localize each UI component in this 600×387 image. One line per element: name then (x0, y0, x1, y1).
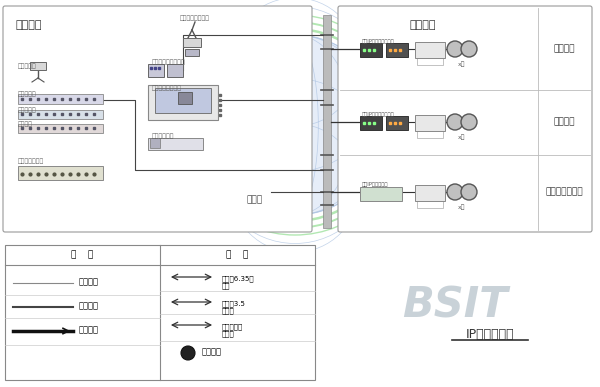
Text: 主副IP网络解码机设备: 主副IP网络解码机设备 (362, 112, 395, 117)
Bar (30, 62, 46, 70)
Text: 火线电缆分干线: 火线电缆分干线 (18, 158, 44, 164)
Text: x扬: x扬 (458, 204, 466, 210)
Text: 局域网: 局域网 (247, 195, 263, 204)
Bar (148, 64, 164, 77)
Text: 录播服务器（主服）: 录播服务器（主服） (152, 59, 186, 65)
Circle shape (248, 191, 272, 215)
Bar (167, 64, 183, 77)
Text: 图    例: 图 例 (226, 250, 248, 260)
Bar (417, 194, 443, 208)
Circle shape (447, 41, 463, 57)
Text: 网络信号: 网络信号 (79, 325, 99, 334)
Bar (18, 110, 103, 119)
Bar (323, 15, 331, 228)
Text: 网络广播播控中心: 网络广播播控中心 (152, 85, 182, 91)
Circle shape (243, 175, 269, 201)
Text: 二层区域: 二层区域 (553, 118, 575, 127)
Bar (415, 185, 445, 201)
Bar (417, 124, 443, 138)
Text: 基于IP控制器接口: 基于IP控制器接口 (362, 182, 389, 187)
Bar (18, 124, 103, 133)
Text: 终端设备: 终端设备 (410, 20, 437, 30)
Bar (5, 245, 315, 380)
Bar (386, 43, 408, 57)
Bar (183, 38, 201, 47)
Circle shape (461, 114, 477, 130)
Text: 网络服务主机: 网络服务主机 (152, 133, 175, 139)
Bar (360, 43, 382, 57)
Bar (415, 42, 445, 58)
Bar (18, 166, 103, 180)
Circle shape (447, 184, 463, 200)
Bar (155, 88, 211, 113)
Bar (18, 94, 103, 104)
Bar (150, 138, 160, 148)
Text: 一层区域: 一层区域 (553, 45, 575, 53)
Text: 音量调节器: 音量调节器 (18, 107, 37, 113)
Bar (148, 85, 218, 120)
Text: 功率工具: 功率工具 (18, 121, 33, 127)
Text: 动率信号: 动率信号 (79, 301, 99, 310)
Bar (178, 92, 192, 104)
Text: 机房设备: 机房设备 (15, 20, 41, 30)
Text: 图    例: 图 例 (71, 250, 93, 260)
Text: BSIT: BSIT (402, 284, 508, 326)
Circle shape (461, 41, 477, 57)
Circle shape (461, 184, 477, 200)
Bar (386, 116, 408, 130)
Text: 无线收发调频设备: 无线收发调频设备 (180, 15, 210, 21)
Circle shape (181, 346, 195, 360)
Text: 网络交换器: 网络交换器 (18, 91, 37, 97)
Circle shape (235, 190, 259, 214)
Circle shape (205, 35, 385, 215)
Bar (415, 115, 445, 131)
Bar (360, 187, 402, 201)
Bar (417, 51, 443, 65)
Bar (148, 138, 203, 150)
Text: 卡侬转6.35音
频线: 卡侬转6.35音 频线 (222, 275, 254, 289)
Text: x扬: x扬 (458, 134, 466, 140)
Bar (185, 49, 199, 56)
Text: 音频信号: 音频信号 (79, 277, 99, 286)
Text: x扬: x扬 (458, 61, 466, 67)
Bar (360, 116, 382, 130)
Circle shape (227, 177, 259, 209)
Text: 二层健身房区域: 二层健身房区域 (545, 187, 583, 197)
FancyBboxPatch shape (3, 6, 312, 232)
Text: 电源喇叭: 电源喇叭 (202, 348, 222, 356)
FancyBboxPatch shape (338, 6, 592, 232)
Text: 主副IP网络解码机设备: 主副IP网络解码机设备 (362, 39, 395, 44)
Text: 莲花转莲花
音频线: 莲花转莲花 音频线 (222, 323, 243, 337)
Text: 莲花转3.5
音频线: 莲花转3.5 音频线 (222, 300, 246, 314)
Circle shape (447, 114, 463, 130)
Text: 广播光端机: 广播光端机 (18, 63, 37, 68)
Text: IP广播系统图: IP广播系统图 (466, 328, 514, 341)
Circle shape (254, 180, 280, 206)
